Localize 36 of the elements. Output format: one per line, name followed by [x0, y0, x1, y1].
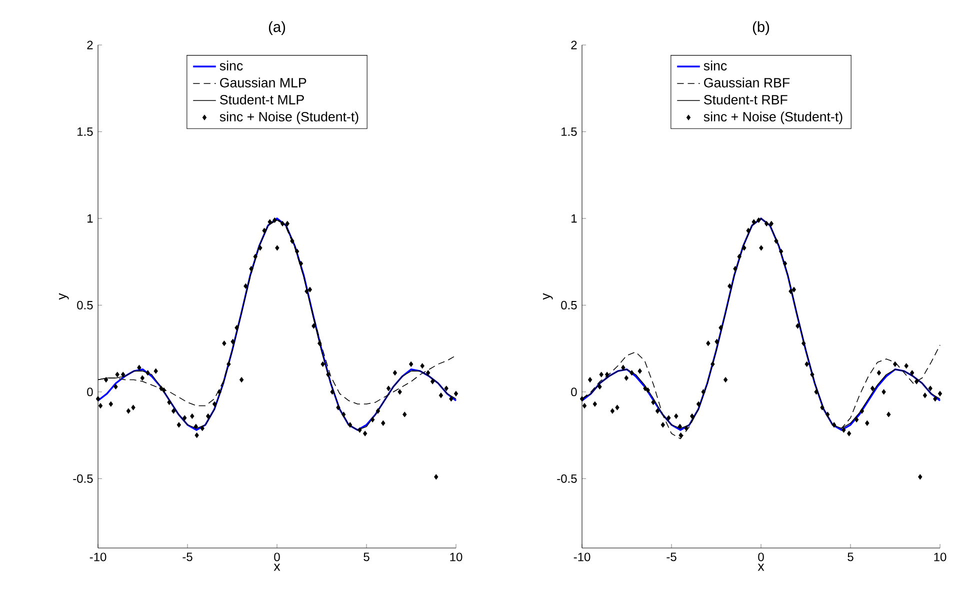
x-tick-label: -10	[90, 552, 106, 562]
legend-label: sinc	[220, 60, 243, 70]
legend-label: sinc	[704, 60, 727, 70]
y-tick-label: 1.5	[78, 128, 93, 136]
y-tick-label: 1	[572, 214, 577, 223]
x-tick-label: 10	[934, 552, 946, 562]
x-tick-label: 10	[450, 552, 462, 562]
y-tick-label: -0.5	[73, 474, 93, 483]
chart-title: (b)	[752, 21, 770, 35]
y-tick-label: 0.5	[77, 300, 93, 310]
x-tick-label: -5	[182, 552, 192, 562]
legend-label: Student-t RBF	[704, 94, 788, 104]
x-tick-label: -10	[574, 552, 590, 562]
y-tick-label: 2	[571, 40, 577, 50]
x-tick-label: 5	[364, 552, 370, 562]
y-tick-label: 1.5	[562, 128, 577, 136]
legend-label: Gaussian MLP	[220, 78, 306, 88]
x-tick-label: 5	[848, 552, 854, 562]
x-tick-label: -5	[666, 552, 676, 562]
x-tick-label: 0	[274, 552, 280, 562]
x-axis-title: x	[758, 564, 764, 571]
chart-title: (a)	[268, 21, 286, 35]
y-tick-label: -0.5	[557, 474, 577, 483]
y-tick-label: 1	[88, 214, 93, 223]
legend-label: sinc + Noise (Student-t)	[220, 112, 358, 124]
y-axis-title: y	[542, 293, 553, 300]
y-tick-label: 2	[87, 40, 93, 50]
x-axis-title: x	[274, 564, 280, 571]
y-tick-label: 0	[571, 388, 577, 396]
x-tick-label: 0	[758, 552, 764, 562]
legend-label: sinc + Noise (Student-t)	[704, 112, 842, 124]
y-tick-label: 0	[87, 388, 93, 396]
legend-label: Gaussian RBF	[704, 78, 790, 88]
y-axis-title: y	[58, 293, 69, 300]
legend-label: Student-t MLP	[220, 94, 304, 104]
y-tick-label: 0.5	[561, 300, 577, 310]
